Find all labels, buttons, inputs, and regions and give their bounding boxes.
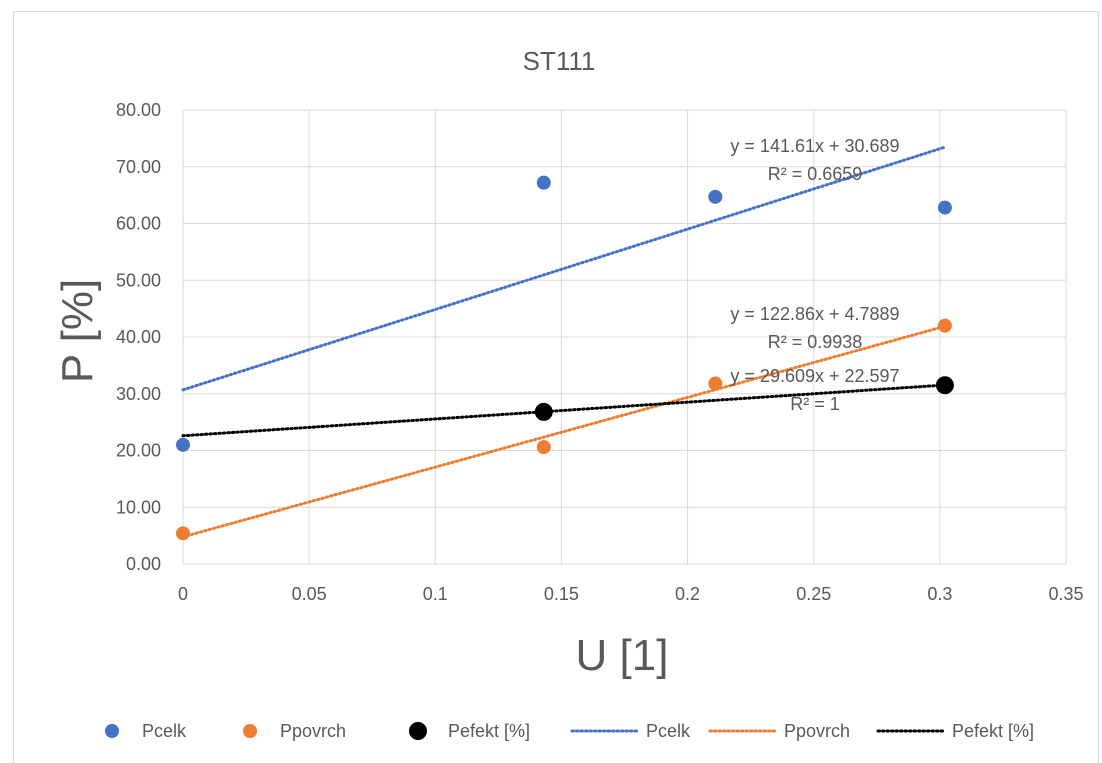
x-tick-label: 0 xyxy=(178,584,188,604)
x-tick-label: 0.1 xyxy=(423,584,448,604)
legend-label: Ppovrch xyxy=(280,721,346,741)
y-tick-label: 20.00 xyxy=(116,441,161,461)
y-tick-label: 60.00 xyxy=(116,214,161,234)
trendlines xyxy=(181,145,947,539)
data-point xyxy=(935,376,954,395)
data-point xyxy=(536,440,551,455)
legend-marker xyxy=(409,722,427,740)
y-tick-label: 80.00 xyxy=(116,100,161,120)
x-tick-label: 0.3 xyxy=(927,584,952,604)
legend-label: Pcelk xyxy=(142,721,187,741)
data-point xyxy=(708,376,723,391)
x-tick-label: 0.35 xyxy=(1048,584,1083,604)
trendline-equation: y = 141.61x + 30.689 xyxy=(730,136,899,156)
y-tick-label: 40.00 xyxy=(116,327,161,347)
legend-label: Ppovrch xyxy=(784,721,850,741)
y-tick-label: 70.00 xyxy=(116,157,161,177)
trendline xyxy=(181,383,947,438)
chart-title: ST111 xyxy=(523,46,596,76)
data-point xyxy=(937,200,952,215)
trendline-equations: y = 141.61x + 30.689 R² = 0.6659 y = 122.8… xyxy=(730,136,899,414)
trendline xyxy=(181,324,947,539)
x-tick-label: 0.25 xyxy=(796,584,831,604)
trendline xyxy=(181,145,947,392)
gridlines xyxy=(182,109,1067,565)
trendline-r2: R² = 0.9938 xyxy=(768,332,863,352)
legend-label: Pefekt [%] xyxy=(448,721,530,741)
data-point xyxy=(534,402,553,421)
y-axis-title: P [%] xyxy=(53,279,102,383)
legend-label: Pefekt [%] xyxy=(952,721,1034,741)
y-tick-label: 0.00 xyxy=(126,554,161,574)
y-tick-label: 50.00 xyxy=(116,270,161,290)
data-point xyxy=(176,526,190,541)
legend-marker xyxy=(243,724,257,738)
data-point xyxy=(937,318,952,333)
data-point xyxy=(708,189,723,204)
trendline-r2: R² = 0.6659 xyxy=(768,164,863,184)
trendline-equation: y = 122.86x + 4.7889 xyxy=(730,304,899,324)
data-point xyxy=(536,175,551,190)
x-tick-label: 0.05 xyxy=(292,584,327,604)
data-point xyxy=(176,437,190,452)
x-axis-title: U [1] xyxy=(576,631,669,680)
tick-labels: 0.00 10.00 20.00 30.00 40.00 50.00 60.00 70.00 8… xyxy=(116,100,1084,604)
legend: Pcelk Ppovrch Pefekt [%] Pcelk Ppovrch Pefekt… xyxy=(105,721,1034,741)
data-points xyxy=(176,175,954,541)
legend-label: Pcelk xyxy=(646,721,691,741)
y-tick-label: 10.00 xyxy=(116,497,161,517)
x-tick-label: 0.15 xyxy=(544,584,579,604)
y-tick-label: 30.00 xyxy=(116,384,161,404)
trendline-r2: R² = 1 xyxy=(790,394,840,414)
trendline-equation: y = 29.609x + 22.597 xyxy=(730,366,899,386)
legend-marker xyxy=(105,724,119,738)
x-tick-label: 0.2 xyxy=(675,584,700,604)
